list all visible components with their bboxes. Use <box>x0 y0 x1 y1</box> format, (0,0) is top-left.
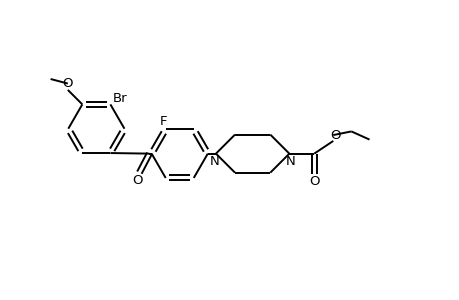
Text: O: O <box>329 129 340 142</box>
Text: N: N <box>210 155 219 168</box>
Text: O: O <box>308 175 319 188</box>
Text: O: O <box>132 174 143 187</box>
Text: N: N <box>285 155 295 168</box>
Text: Br: Br <box>113 92 128 105</box>
Text: F: F <box>160 115 167 128</box>
Text: O: O <box>62 77 73 90</box>
